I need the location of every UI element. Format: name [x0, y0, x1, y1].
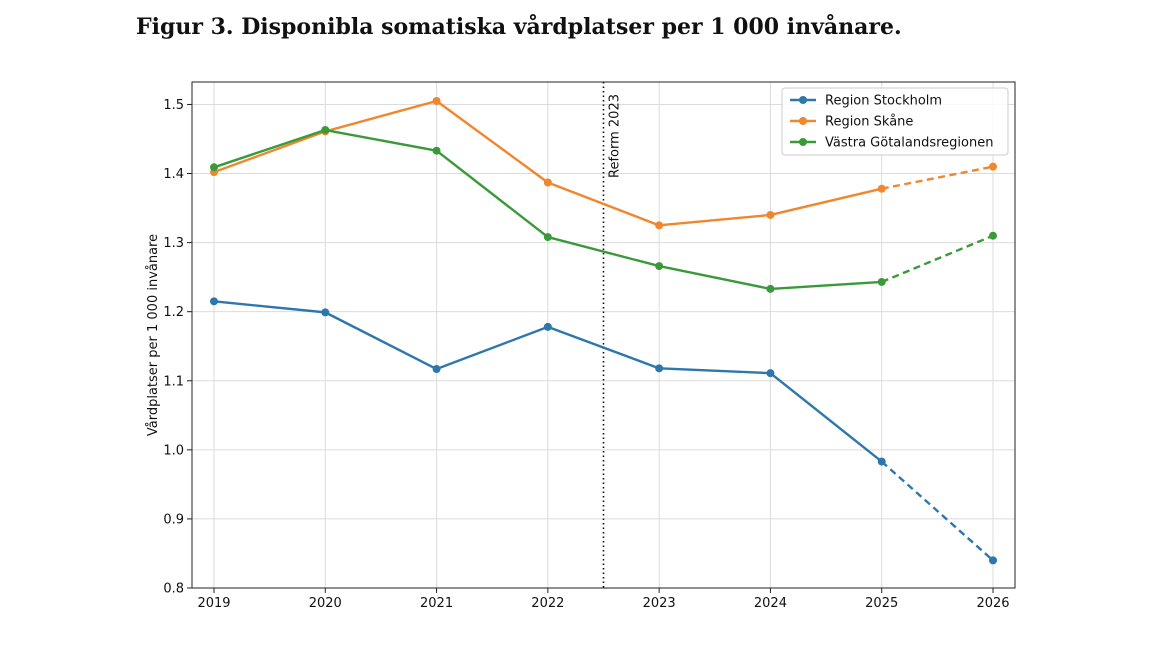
data-point: [210, 297, 218, 306]
data-point: [321, 126, 330, 135]
y-tick-label: 1.4: [163, 167, 184, 182]
data-point: [766, 210, 775, 219]
data-point: [877, 184, 886, 193]
series-3: [210, 126, 997, 293]
x-tick-label: 2020: [309, 596, 342, 611]
data-point: [989, 231, 997, 240]
series-projection-line: [880, 460, 994, 562]
data-point: [543, 322, 552, 331]
data-point: [432, 365, 441, 374]
y-axis-label: Vårdplatser per 1 000 invånare: [146, 234, 161, 436]
plot-frame: [191, 81, 1016, 589]
axis-ticks: 2019 2020 2021 2022 2023 2024 2025 2026 0.8 0.9 1.…: [163, 98, 1009, 611]
y-tick-label: 1.3: [163, 236, 184, 251]
y-tick-label: 0.8: [163, 582, 184, 597]
data-point: [655, 364, 664, 373]
y-tick-label: 0.9: [163, 512, 184, 527]
series-1: [210, 297, 997, 565]
legend-label: Region Skåne: [825, 115, 913, 130]
x-tick-label: 2026: [976, 596, 1009, 611]
data-point: [543, 233, 552, 242]
x-tick-label: 2024: [754, 596, 787, 611]
legend-swatch-marker: [799, 96, 807, 104]
series-lines: [210, 96, 997, 565]
legend-label: Västra Götalandsregionen: [825, 136, 993, 151]
x-tick-label: 2023: [643, 596, 676, 611]
y-tick-label: 1.0: [163, 443, 184, 458]
y-tick-label: 1.5: [163, 98, 184, 113]
series-projection-line: [881, 165, 994, 190]
data-point: [766, 284, 775, 293]
data-point: [877, 277, 886, 286]
reform-label: Reform 2023: [608, 94, 623, 178]
x-tick-label: 2019: [197, 596, 230, 611]
y-tick-label: 1.1: [163, 374, 184, 389]
data-point: [432, 146, 441, 155]
data-point: [432, 96, 441, 105]
data-point: [989, 556, 997, 565]
data-point: [210, 163, 218, 172]
legend-swatch-marker: [799, 138, 807, 146]
data-point: [989, 162, 997, 171]
x-tick-label: 2025: [865, 596, 898, 611]
legend-swatch-marker: [799, 117, 807, 125]
series-projection-line: [881, 234, 994, 284]
legend-box: [781, 87, 1009, 156]
figure-title: Figur 3. Disponibla somatiska vårdplatse…: [136, 14, 902, 40]
x-tick-label: 2021: [420, 596, 453, 611]
annotations: Reform 2023: [602, 82, 623, 588]
legend: Region Stockholm Region Skåne Västra Götal…: [781, 87, 1009, 156]
data-point: [543, 178, 552, 187]
y-tick-label: 1.2: [163, 305, 184, 320]
data-point: [321, 308, 330, 317]
legend-label: Region Stockholm: [825, 94, 942, 109]
data-point: [877, 457, 886, 466]
data-point: [655, 262, 664, 271]
data-point: [655, 221, 664, 230]
x-tick-label: 2022: [531, 596, 564, 611]
data-point: [766, 369, 775, 378]
